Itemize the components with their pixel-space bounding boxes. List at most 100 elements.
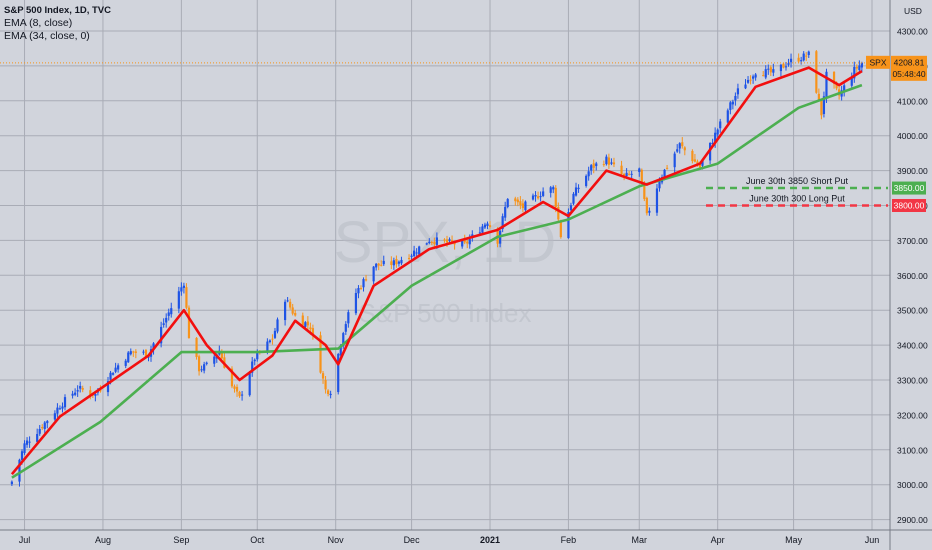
candle-down bbox=[769, 67, 772, 73]
candle-up bbox=[43, 422, 46, 429]
candle-up bbox=[843, 85, 846, 92]
candle-up bbox=[111, 373, 115, 375]
candle-up bbox=[648, 210, 651, 213]
candle-up bbox=[58, 408, 62, 410]
candle-down bbox=[134, 351, 137, 353]
candle-up bbox=[203, 364, 206, 371]
candle-up bbox=[177, 291, 180, 309]
candle-up bbox=[170, 308, 173, 315]
candle-up bbox=[213, 356, 216, 364]
x-tick-label: Apr bbox=[711, 535, 725, 545]
candle-up bbox=[858, 65, 861, 71]
candle-up bbox=[117, 365, 120, 370]
candle-up bbox=[165, 317, 168, 323]
x-tick-label: Jul bbox=[19, 535, 31, 545]
candle-up bbox=[752, 76, 755, 79]
candle-up bbox=[74, 392, 77, 395]
candle-up bbox=[372, 266, 375, 282]
candle-up bbox=[802, 53, 805, 61]
candle-up bbox=[574, 187, 578, 196]
ema-34-line bbox=[11, 83, 863, 479]
candle-up bbox=[552, 187, 555, 190]
candle-down bbox=[132, 351, 135, 353]
x-tick-label: May bbox=[785, 535, 803, 545]
candle-up bbox=[542, 191, 545, 196]
candle-down bbox=[602, 164, 605, 166]
candle-down bbox=[665, 167, 669, 169]
candle-down bbox=[620, 165, 623, 175]
candle-up bbox=[638, 168, 641, 173]
candle-up bbox=[413, 250, 416, 257]
candle-up bbox=[256, 351, 259, 360]
candle-down bbox=[640, 169, 643, 183]
y-tick-label: 3700.00 bbox=[897, 236, 928, 246]
put-level-text: June 30th 3850 Short Put bbox=[746, 176, 849, 186]
candle-up bbox=[569, 205, 573, 211]
candle-up bbox=[800, 60, 803, 62]
candle-up bbox=[630, 173, 633, 175]
y-tick-label: 3900.00 bbox=[897, 166, 928, 176]
candle-up bbox=[822, 96, 826, 115]
watermark-name: S&P 500 Index bbox=[359, 298, 532, 328]
candle-up bbox=[418, 246, 421, 255]
y-tick-label: 3500.00 bbox=[897, 306, 928, 316]
candle-up bbox=[435, 237, 438, 245]
candle-down bbox=[628, 173, 631, 175]
candle-up bbox=[506, 199, 509, 207]
candle-down bbox=[622, 174, 626, 176]
candle-up bbox=[577, 187, 580, 190]
candle-down bbox=[235, 386, 239, 392]
candle-down bbox=[289, 301, 292, 308]
candle-up bbox=[268, 340, 272, 343]
candle-down bbox=[187, 307, 191, 338]
candle-down bbox=[592, 163, 595, 168]
candle-up bbox=[428, 241, 431, 243]
x-tick-label: Nov bbox=[328, 535, 345, 545]
candle-up bbox=[205, 362, 208, 364]
candle-up bbox=[678, 143, 681, 149]
candle-up bbox=[96, 391, 99, 393]
candle-down bbox=[319, 335, 322, 373]
candle-up bbox=[53, 413, 56, 420]
candle-up bbox=[767, 68, 770, 70]
candle-up bbox=[415, 252, 418, 254]
candle-up bbox=[754, 74, 757, 78]
candle-up bbox=[23, 443, 26, 454]
candle-down bbox=[514, 198, 517, 202]
candle-up bbox=[481, 226, 484, 233]
candle-up bbox=[342, 333, 345, 347]
put-level-badge-text: 3850.00 bbox=[894, 183, 925, 193]
candle-down bbox=[683, 147, 686, 151]
candle-up bbox=[25, 440, 29, 445]
ema-8-line bbox=[10, 66, 863, 476]
x-tick-label: Oct bbox=[250, 535, 265, 545]
symbol-tag bbox=[866, 55, 890, 69]
candle-up bbox=[286, 300, 289, 302]
candle-down bbox=[430, 241, 433, 243]
candle-up bbox=[731, 101, 734, 105]
candle-up bbox=[357, 288, 360, 294]
y-tick-label: 3400.00 bbox=[897, 341, 928, 351]
candle-up bbox=[71, 393, 74, 396]
candle-up bbox=[714, 132, 717, 143]
candle-up bbox=[400, 259, 403, 264]
candle-down bbox=[311, 328, 315, 335]
candle-up bbox=[79, 385, 82, 389]
candle-down bbox=[643, 184, 646, 199]
candle-up bbox=[486, 223, 489, 226]
candle-up bbox=[182, 285, 186, 288]
candle-down bbox=[321, 373, 325, 379]
candle-down bbox=[820, 100, 823, 116]
candle-down bbox=[782, 63, 785, 68]
candle-up bbox=[124, 360, 127, 366]
candle-up bbox=[729, 102, 732, 110]
candle-up bbox=[63, 397, 67, 408]
candle-up bbox=[448, 239, 451, 241]
candle-up bbox=[850, 77, 853, 86]
candle-down bbox=[238, 391, 241, 397]
candle-up bbox=[825, 71, 828, 98]
candle-down bbox=[81, 387, 84, 390]
x-tick-label: 2021 bbox=[480, 535, 500, 545]
